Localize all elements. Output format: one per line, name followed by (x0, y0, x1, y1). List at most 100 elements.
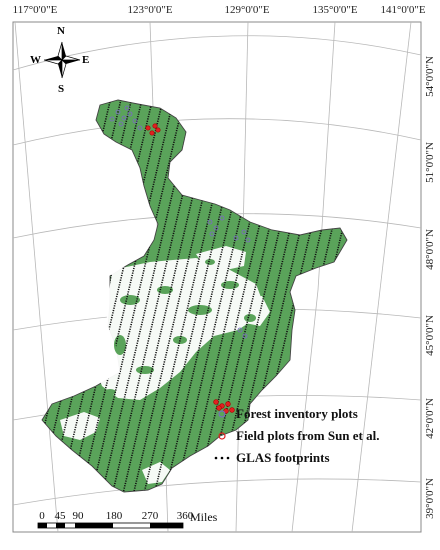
longitude-label: 129°0'0"E (224, 4, 270, 16)
longitude-label: 117°0'0"E (12, 4, 58, 16)
meridian-135 (291, 21, 336, 533)
inventory-plot (209, 231, 215, 237)
latitude-label: 54°0'0"N (424, 56, 436, 97)
longitude-label: 141°0'0"E (380, 4, 426, 16)
circle-outline-icon (212, 431, 232, 441)
glas-track (110, 100, 207, 492)
glas-track (99, 100, 197, 492)
forest-patch (114, 335, 126, 355)
compass-west-label: W (30, 54, 41, 66)
glas-track (141, 100, 239, 492)
legend-item: Field plots from Sun et al. (212, 426, 380, 446)
field-plot (216, 405, 222, 411)
latitude-label: 39°0'0"N (424, 478, 436, 519)
inventory-plot (115, 109, 121, 115)
inventory-plot (109, 116, 115, 122)
field-plot (229, 407, 235, 413)
map-legend: Forest inventory plots Field plots from … (212, 404, 380, 470)
inventory-plot (118, 121, 124, 127)
latitude-label: 51°0'0"N (424, 142, 436, 183)
glas-track (47, 100, 144, 492)
inventory-plot (241, 229, 247, 235)
glas-track (162, 100, 260, 492)
glas-track (152, 100, 249, 492)
glas-track (120, 100, 218, 492)
inventory-plot (237, 327, 243, 333)
plain-area (142, 462, 170, 484)
glas-track (173, 100, 270, 492)
inventory-plot (207, 219, 213, 225)
forest-patch (173, 336, 187, 344)
compass-north-half (62, 42, 66, 60)
compass-east-half (61, 55, 81, 61)
scale-unit-label: Miles (190, 510, 218, 524)
forest-patch (136, 366, 154, 374)
latitude-label: 48°0'0"N (424, 229, 436, 270)
scale-tick-label: 360 (176, 510, 194, 522)
plain-area (60, 412, 100, 440)
latitude-label: 42°0'0"N (424, 398, 436, 439)
glas-track (183, 100, 281, 492)
inventory-plot (242, 333, 248, 339)
forest-patch (205, 259, 215, 265)
legend-label: GLAS footprints (236, 450, 330, 465)
legend-label: Field plots from Sun et al. (236, 428, 380, 443)
scale-bar-graphic (37, 522, 184, 529)
scale-tick-label: 0 (39, 510, 45, 522)
parallel-51 (12, 118, 422, 146)
glas-track (78, 100, 176, 492)
forest-patch (104, 389, 116, 395)
parallel-39 (12, 478, 422, 506)
scale-bar-segment (75, 523, 113, 528)
latitude-label: 45°0'0"N (424, 315, 436, 356)
glas-track (68, 100, 165, 492)
inventory-plot (124, 105, 130, 111)
inventory-plot (127, 111, 133, 117)
scale-bar-segment (38, 523, 47, 528)
compass-south-half (58, 60, 62, 78)
legend-label: Forest inventory plots (236, 406, 358, 421)
scale-bar-segment (150, 523, 183, 528)
inventory-plot (245, 237, 251, 243)
dots-icon (212, 455, 232, 461)
circle-outline-icon (212, 409, 232, 419)
longitude-label: 123°0'0"E (127, 4, 173, 16)
inventory-plot (137, 125, 143, 131)
meridian-117 (14, 21, 59, 533)
scale-bar-segment (56, 523, 65, 528)
forest-patch (244, 314, 256, 322)
compass-south-label: S (58, 83, 65, 95)
field-plot (145, 125, 151, 131)
compass-east-label: E (82, 54, 90, 66)
scale-tick-label: 45 (54, 510, 66, 522)
inventory-plot (132, 118, 138, 124)
field-plot (225, 401, 231, 407)
scale-tick-label: 90 (72, 510, 84, 522)
glas-track (194, 100, 291, 492)
field-plot (152, 123, 158, 129)
glas-track (131, 100, 228, 492)
field-plot (149, 130, 155, 136)
glas-track (42, 100, 134, 492)
compass-east-half (62, 60, 80, 64)
forest-patch (188, 305, 212, 315)
legend-item: GLAS footprints (212, 448, 380, 468)
meridian-141 (351, 21, 412, 533)
nonforest-areas (60, 246, 270, 484)
glas-track (57, 100, 155, 492)
inventory-plot (233, 235, 239, 241)
forest-patch (120, 295, 140, 305)
compass-west-half (44, 56, 62, 60)
plain-area (96, 258, 262, 400)
field-plot (213, 399, 219, 405)
forest-patch (157, 286, 173, 294)
inventory-plot (213, 225, 219, 231)
compass-north-label: N (57, 25, 65, 37)
field-plot (155, 127, 161, 133)
compass-west-half (43, 59, 63, 65)
inventory-plot (219, 215, 225, 221)
forest-inventory-plots (109, 105, 251, 339)
parallel-54 (12, 35, 422, 71)
inventory-plot (121, 115, 127, 121)
